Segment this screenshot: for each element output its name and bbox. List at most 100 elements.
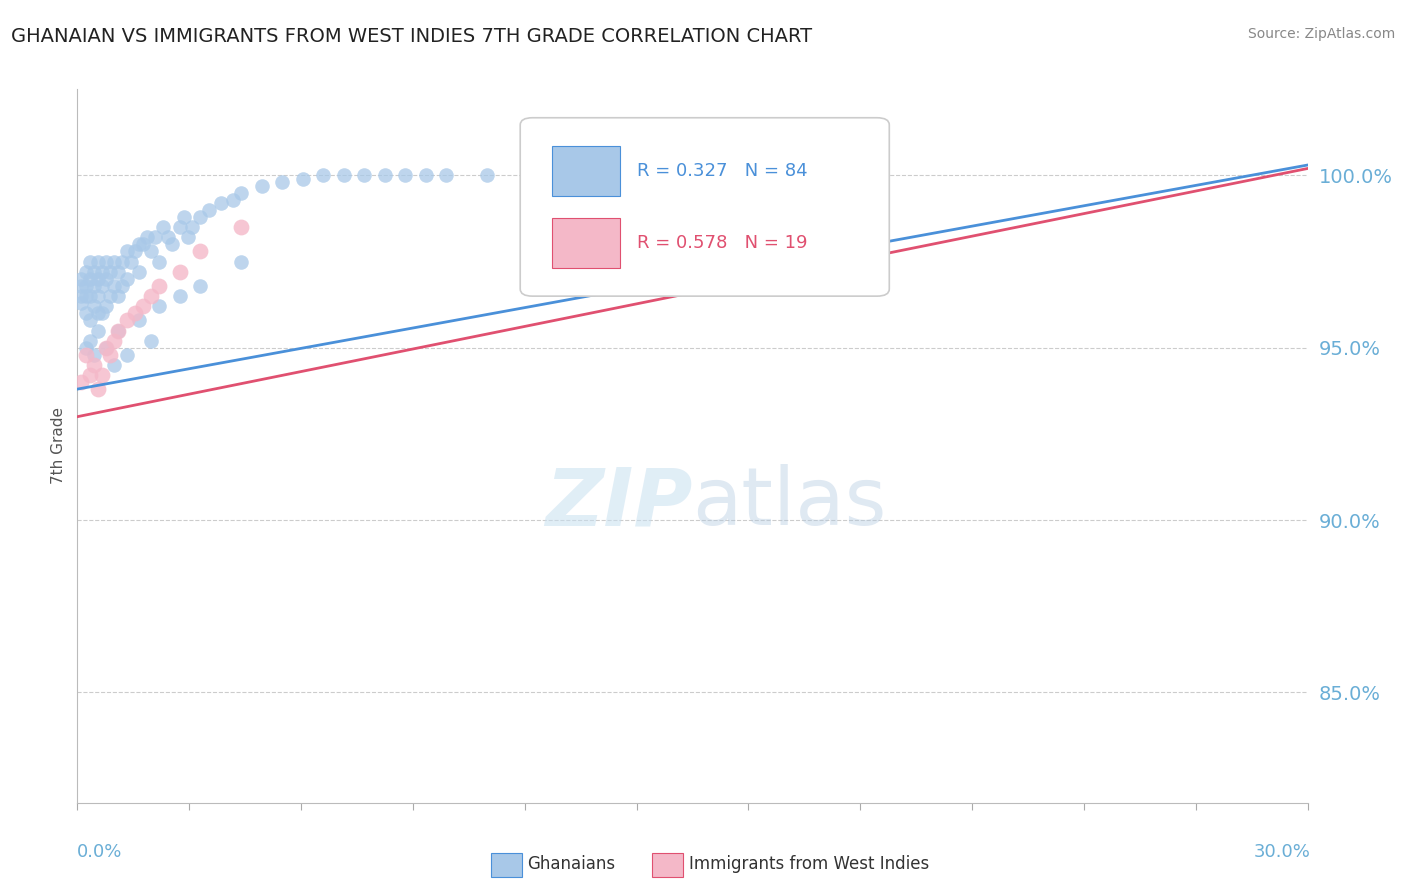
Point	[250, 178, 273, 193]
Point	[79, 334, 101, 348]
Point	[75, 289, 97, 303]
Point	[353, 169, 375, 183]
Point	[177, 230, 200, 244]
FancyBboxPatch shape	[553, 218, 620, 268]
Point	[291, 171, 314, 186]
Point	[115, 313, 138, 327]
Point	[79, 368, 101, 383]
Point	[98, 265, 121, 279]
Point	[75, 341, 97, 355]
Point	[70, 296, 93, 310]
Point	[141, 289, 163, 303]
Point	[128, 237, 150, 252]
Point	[222, 193, 245, 207]
Point	[75, 265, 97, 279]
Point	[98, 348, 121, 362]
Point	[148, 299, 170, 313]
Point	[103, 254, 125, 268]
Point	[128, 313, 150, 327]
Text: R = 0.578   N = 19: R = 0.578 N = 19	[637, 234, 807, 252]
Text: Ghanaians: Ghanaians	[527, 855, 616, 873]
Point	[312, 169, 335, 183]
Point	[394, 169, 416, 183]
Point	[231, 220, 253, 235]
Point	[75, 306, 97, 320]
Point	[682, 169, 704, 183]
Point	[188, 244, 212, 259]
Text: Source: ZipAtlas.com: Source: ZipAtlas.com	[1247, 27, 1395, 41]
Point	[141, 334, 163, 348]
Point	[148, 278, 170, 293]
Point	[111, 278, 134, 293]
Point	[115, 272, 138, 286]
Point	[75, 348, 97, 362]
Point	[87, 272, 110, 286]
Point	[70, 272, 93, 286]
Text: atlas: atlas	[693, 464, 887, 542]
Point	[87, 289, 110, 303]
Point	[128, 265, 150, 279]
FancyBboxPatch shape	[520, 118, 890, 296]
Point	[94, 341, 117, 355]
Point	[271, 175, 294, 189]
Point	[83, 278, 105, 293]
Point	[87, 306, 110, 320]
Point	[83, 299, 105, 313]
Point	[90, 265, 114, 279]
Point	[83, 358, 105, 372]
Point	[160, 237, 183, 252]
Point	[90, 306, 114, 320]
Point	[120, 254, 142, 268]
Point	[169, 220, 191, 235]
FancyBboxPatch shape	[553, 146, 620, 196]
Point	[98, 289, 121, 303]
Point	[107, 324, 129, 338]
Point	[83, 348, 105, 362]
Point	[374, 169, 396, 183]
Point	[558, 169, 581, 183]
Point	[132, 299, 155, 313]
Point	[156, 230, 179, 244]
Point	[70, 289, 93, 303]
Point	[333, 169, 356, 183]
Point	[83, 265, 105, 279]
Point	[75, 278, 97, 293]
Point	[87, 324, 110, 338]
Point	[94, 299, 117, 313]
Point	[124, 244, 146, 259]
Point	[436, 169, 458, 183]
Point	[148, 254, 170, 268]
Point	[79, 254, 101, 268]
Point	[136, 230, 159, 244]
Point	[115, 348, 138, 362]
Text: ZIP: ZIP	[546, 464, 693, 542]
Point	[90, 278, 114, 293]
Point	[70, 376, 93, 390]
Point	[141, 244, 163, 259]
Point	[79, 272, 101, 286]
Point	[415, 169, 437, 183]
Point	[87, 382, 110, 396]
Point	[111, 254, 134, 268]
Point	[173, 210, 195, 224]
Point	[94, 254, 117, 268]
Point	[79, 313, 101, 327]
Point	[94, 341, 117, 355]
Point	[107, 265, 129, 279]
Text: GHANAIAN VS IMMIGRANTS FROM WEST INDIES 7TH GRADE CORRELATION CHART: GHANAIAN VS IMMIGRANTS FROM WEST INDIES …	[11, 27, 813, 45]
Point	[107, 289, 129, 303]
Point	[231, 254, 253, 268]
Point	[94, 272, 117, 286]
Text: R = 0.327   N = 84: R = 0.327 N = 84	[637, 162, 807, 180]
Point	[115, 244, 138, 259]
Point	[231, 186, 253, 200]
Point	[558, 169, 581, 183]
Point	[143, 230, 166, 244]
Point	[209, 196, 232, 211]
Point	[107, 324, 129, 338]
Point	[103, 278, 125, 293]
Point	[477, 169, 499, 183]
Point	[103, 358, 125, 372]
Point	[188, 210, 212, 224]
Point	[517, 169, 540, 183]
